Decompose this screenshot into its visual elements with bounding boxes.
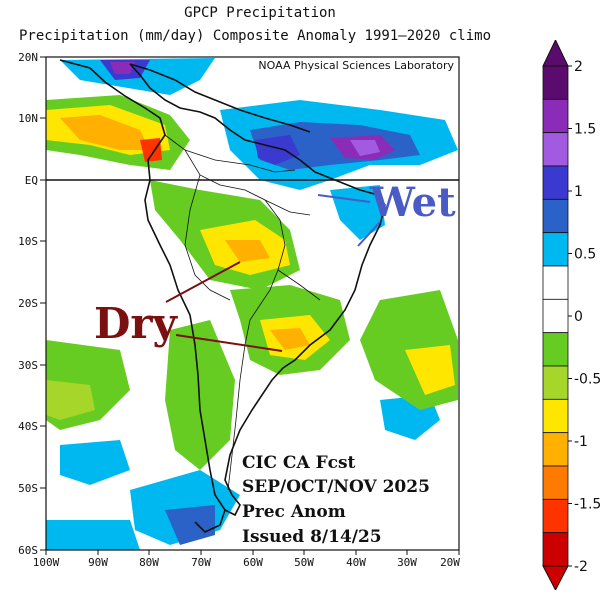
colorbar-label: 0.5: [574, 247, 596, 263]
forecast-line: Prec Anom: [242, 502, 346, 522]
credit-text: NOAA Physical Sciences Laboratory: [258, 59, 454, 72]
colorbar-label: 2: [574, 59, 583, 75]
forecast-line: Issued 8/14/25: [242, 527, 382, 547]
lat-label: 60S: [18, 544, 38, 557]
colorbar-block: [542, 498, 569, 534]
wet-patch-midwest-ocean: [60, 440, 130, 485]
dry-patch-pacific-orange: [60, 115, 150, 150]
wet-patch-atlantic-peak: [350, 140, 380, 156]
credit-box: [228, 58, 458, 73]
colorbar-label: -1: [574, 434, 588, 450]
lon-label: 80W: [139, 556, 159, 569]
lon-label: 70W: [191, 556, 211, 569]
colorbar-label: -1.5: [574, 497, 601, 513]
lon-label: 40W: [346, 556, 366, 569]
colorbar-label: -2: [574, 559, 588, 575]
colorbar-label: 1.5: [574, 122, 596, 138]
colorbar-block: [542, 432, 569, 467]
dry-patch-pacific-red: [140, 138, 162, 162]
colorbar-block: [542, 265, 569, 300]
dry-patch-pacific-south-yellow: [46, 380, 95, 420]
colorbar-block: [542, 298, 569, 334]
lat-label: 30S: [18, 359, 38, 372]
lon-label: 100W: [33, 556, 60, 569]
colorbar-block: [542, 232, 569, 267]
lon-label: 60W: [243, 556, 263, 569]
lon-label: 50W: [294, 556, 314, 569]
lat-label: 40S: [18, 420, 38, 433]
map-title: GPCP Precipitation: [184, 5, 336, 21]
colorbar-labels: 2 1.5 1 0.5 0 -0.5 -1 -1.5 -2: [568, 59, 601, 575]
colorbar-bottom-arrow: [542, 565, 569, 590]
wet-patch-north-peak: [110, 62, 135, 74]
lat-label: EQ: [25, 174, 38, 187]
colorbar-block: [542, 332, 569, 367]
coastline: [59, 59, 386, 533]
latitude-axis: 20N 10N EQ 10S 20S 30S 40S 50S 60S: [18, 51, 46, 557]
colorbar-blocks: [542, 65, 569, 567]
lat-label: 50S: [18, 482, 38, 495]
lon-label: 20W: [440, 556, 460, 569]
dry-pointer-line: [175, 334, 283, 352]
colorbar-block: [542, 532, 569, 567]
country-borders: [164, 134, 321, 491]
lon-label: 30W: [397, 556, 417, 569]
wet-patch-south-patagonia-core: [165, 505, 215, 545]
colorbar-block: [542, 65, 569, 100]
colorbar: 2 1.5 1 0.5 0 -0.5 -1 -1.5 -2: [542, 40, 601, 590]
forecast-line: SEP/OCT/NOV 2025: [242, 477, 430, 497]
lat-label: 10N: [18, 112, 38, 125]
longitude-axis: 100W 90W 80W 70W 60W 50W 40W 30W 20W: [33, 550, 460, 569]
lat-label: 20S: [18, 297, 38, 310]
wet-label: Wet: [369, 179, 456, 226]
colorbar-block: [542, 98, 569, 134]
wet-patch-far-south: [46, 520, 140, 550]
dry-patch-southwest-atlantic-yellow: [405, 345, 455, 395]
wet-pointer-line: [317, 194, 371, 203]
lat-label: 10S: [18, 235, 38, 248]
lon-label: 90W: [88, 556, 108, 569]
dry-patch-south-orange: [270, 328, 310, 350]
colorbar-block: [542, 198, 569, 234]
wet-patch-amazon-peak: [255, 135, 300, 165]
dry-label: Dry: [94, 299, 179, 348]
colorbar-block: [542, 165, 569, 200]
map-subtitle: Precipitation (mm/day) Composite Anomaly…: [18, 28, 491, 44]
colorbar-label: -0.5: [574, 372, 601, 388]
colorbar-block: [542, 132, 569, 167]
colorbar-block: [542, 465, 569, 500]
dry-pointer-line: [165, 261, 241, 303]
colorbar-block: [542, 365, 569, 400]
dry-patch-central-orange: [225, 240, 270, 262]
colorbar-top-arrow: [542, 40, 569, 67]
lat-label: 20N: [18, 51, 38, 64]
colorbar-label: 1: [574, 184, 583, 200]
dry-patch-southern-cone: [165, 320, 235, 470]
colorbar-label: 0: [574, 309, 583, 325]
forecast-line: CIC CA Fcst: [242, 453, 356, 473]
precipitation-anomaly-map: 20N 10N EQ 10S 20S 30S 40S 50S 60S 100W …: [18, 51, 460, 569]
wet-pointer-line: [357, 221, 381, 247]
colorbar-block: [542, 398, 569, 434]
